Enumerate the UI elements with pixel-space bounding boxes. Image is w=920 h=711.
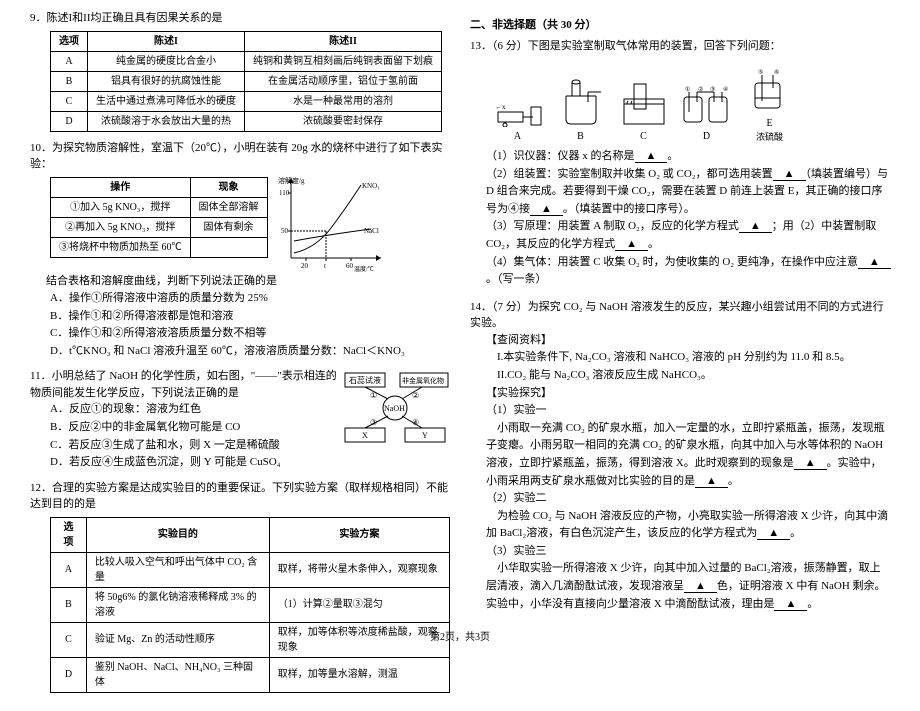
- question-14: 14．（7 分）为探究 CO₂ 与 NaOH 溶液发生的反应，某兴趣小组尝试用不…: [470, 299, 890, 614]
- apparatus-c-icon: [619, 74, 669, 129]
- svg-text:石蕊试液: 石蕊试液: [349, 375, 381, 385]
- svg-text:←x: ←x: [495, 103, 506, 111]
- question-13: 13．（6 分）下图是实验室制取气体常用的装置，回答下列问题： ←xA B C …: [470, 38, 890, 289]
- svg-text:KNO₃: KNO₃: [362, 182, 380, 190]
- svg-text:20: 20: [301, 262, 309, 270]
- q14-title: 14．（7 分）为探究 CO₂ 与 NaOH 溶液发生的反应，某兴趣小组尝试用不…: [470, 299, 890, 332]
- q11-opt-d: D．若反应④生成蓝色沉淀，则 Y 可能是 CuSO₄: [50, 454, 340, 472]
- svg-text:非金属氧化物: 非金属氧化物: [402, 376, 444, 385]
- q11-title: 11．小明总结了 NaOH 的化学性质，如右图，"——"表示相连的物质间能发生化…: [30, 368, 340, 401]
- svg-text:④: ④: [412, 418, 419, 427]
- q11-opt-b: B．反应②中的非金属氧化物可能是 CO: [50, 419, 340, 437]
- svg-text:①: ①: [685, 86, 690, 93]
- q10-opt-d: D．t℃KNO₃ 和 NaCl 溶液升温至 60℃，溶液溶质质量分数：NaCl＜…: [50, 343, 450, 361]
- q10-opt-b: B．操作①和②所得溶液都是饱和溶液: [50, 308, 450, 326]
- q14-exp-title: 【实验探究】: [486, 385, 890, 403]
- svg-text:60: 60: [346, 262, 354, 270]
- svg-text:②: ②: [698, 86, 703, 93]
- q14-e1: （1）实验一: [486, 402, 890, 420]
- question-11: 11．小明总结了 NaOH 的化学性质，如右图，"——"表示相连的物质间能发生化…: [30, 368, 450, 471]
- q14-ref2: II.CO₂ 能与 Na₂CO₃ 溶液反应生成 NaHCO₃。: [486, 367, 890, 385]
- q13-sub2: （2）组装置：实验室制取并收集 O₂ 或 CO₂，都可选用装置 ▲ （填装置编号…: [486, 166, 890, 219]
- question-10: 10．为探究物质溶解性，室温下（20℃），小明在装有 20g 水的烧杯中进行了如…: [30, 140, 450, 361]
- q10-hint: 结合表格和溶解度曲线，判断下列说法正确的是: [46, 273, 450, 291]
- q12-title: 12．合理的实验方案是达成实验目的的重要保证。下列实验方案（取样规格相同）不能达…: [30, 480, 450, 513]
- q12-table: 选项实验目的实验方案 A比较人吸入空气和呼出气体中 CO₂ 含量取样，将带火星木…: [50, 517, 450, 693]
- q11-opt-a: A．反应①的现象：溶液为红色: [50, 401, 340, 419]
- apparatus-e-icon: ⑤⑥: [745, 63, 795, 113]
- q13-title: 13．（6 分）下图是实验室制取气体常用的装置，回答下列问题：: [470, 38, 890, 55]
- apparatus-a-icon: ←x: [493, 77, 543, 127]
- q13-sub1: （1）识仪器：仪器 x 的名称是 ▲ 。: [486, 148, 890, 166]
- svg-text:t: t: [324, 262, 326, 270]
- solubility-graph: 溶解度/g 110 50 KNO₃ NaCl 20 t 60 温度/℃: [276, 173, 386, 273]
- svg-text:①: ①: [370, 391, 377, 400]
- svg-text:NaOH: NaOH: [384, 404, 405, 413]
- section-2-title: 二、非选择题（共 30 分）: [470, 16, 890, 32]
- q14-e3-text: 小华取实验一所得溶液 X 少许，向其中加入过量的 BaCl₂溶液，振荡静置，取上…: [486, 560, 890, 613]
- q14-ref-title: 【查阅资料】: [486, 332, 890, 350]
- page-footer: 第2页，共3页: [0, 628, 920, 643]
- svg-text:X: X: [362, 431, 368, 440]
- question-9: 9．陈述I和II均正确且具有因果关系的是 选项陈述I陈述II A纯金属的硬度比合…: [30, 10, 450, 132]
- q14-e2: （2）实验二: [486, 490, 890, 508]
- q9-table: 选项陈述I陈述II A纯金属的硬度比合金小纯铜和黄铜互相刻画后纯铜表面留下划痕 …: [50, 31, 442, 132]
- apparatus-row: ←xA B C ①②③④D ⑤⑥E浓硫酸: [490, 61, 890, 145]
- svg-text:温度/℃: 温度/℃: [354, 265, 374, 273]
- q14-ref1: I.本实验条件下, Na₂CO₃ 溶液和 NaHCO₃ 溶液的 pH 分别约为 …: [486, 349, 890, 367]
- apparatus-d-icon: ① ②③ ④: [679, 77, 734, 127]
- q11-opt-c: C．若反应③生成了盐和水，则 X 一定是稀硫酸: [50, 437, 340, 455]
- q14-e2-text: 为检验 CO₂ 与 NaOH 溶液反应的产物，小亮取实验一所得溶液 X 少许，向…: [486, 508, 890, 543]
- question-12: 12．合理的实验方案是达成实验目的的重要保证。下列实验方案（取样规格相同）不能达…: [30, 480, 450, 693]
- q9-title: 9．陈述I和II均正确且具有因果关系的是: [30, 10, 450, 27]
- apparatus-b-icon: [556, 74, 606, 129]
- q13-sub3: （3）写原理：用装置 A 制取 O₂，反应的化学方程式 ▲ ；用（2）中装置制取…: [486, 218, 890, 253]
- q14-e1-text: 小雨取一充满 CO₂ 的矿泉水瓶，加入一定量的水，立即拧紧瓶盖，振荡，发现瓶子变…: [486, 420, 890, 490]
- q10-opt-a: A．操作①所得溶液中溶质的质量分数为 25%: [50, 290, 450, 308]
- q10-title: 10．为探究物质溶解性，室温下（20℃），小明在装有 20g 水的烧杯中进行了如…: [30, 140, 450, 173]
- q10-opt-c: C．操作①和②所得溶液溶质质量分数不相等: [50, 325, 450, 343]
- svg-text:⑥: ⑥: [774, 69, 779, 76]
- svg-text:Y: Y: [422, 431, 428, 440]
- svg-text:③: ③: [370, 418, 377, 427]
- svg-text:NaCl: NaCl: [364, 227, 379, 235]
- svg-text:50: 50: [281, 227, 289, 235]
- svg-text:③: ③: [710, 86, 715, 93]
- naoh-diagram: 石蕊试液 非金属氧化物 NaOH X Y ① ② ③ ④: [340, 368, 450, 448]
- q13-sub4: （4）集气体：用装置 C 收集 O₂ 时，为使收集的 O₂ 更纯净，在操作中应注…: [486, 254, 890, 289]
- svg-text:溶解度/g: 溶解度/g: [278, 176, 305, 185]
- svg-text:④: ④: [723, 86, 728, 93]
- svg-text:②: ②: [412, 391, 419, 400]
- svg-text:⑤: ⑤: [758, 69, 763, 76]
- q10-table: 操作现象 ①加入 5g KNO₃，搅拌固体全部溶解 ②再加入 5g KNO₃，搅…: [50, 177, 268, 258]
- q14-e3: （3）实验三: [486, 543, 890, 561]
